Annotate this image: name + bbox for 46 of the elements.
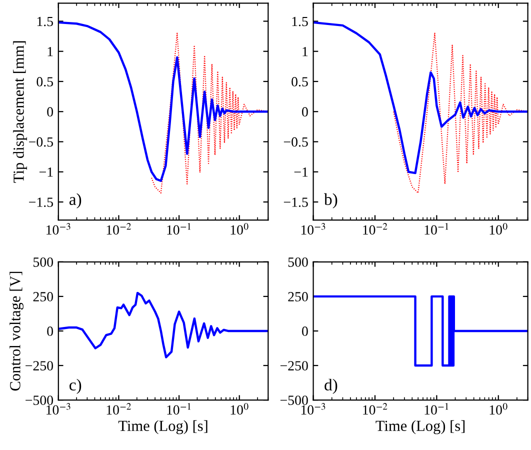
y-tick-label: 0 [302, 107, 308, 117]
x-tick-label: 10$^{0}$ [490, 223, 508, 235]
annotation: b) [324, 193, 338, 208]
y-tick-label: −500 [26, 396, 54, 406]
y-tick-label: 250 [288, 292, 308, 302]
y-tick-label: −0.5 [29, 137, 54, 147]
y-axis-title: Tip displacement [mm] [13, 41, 27, 183]
x-tick-label: 10$^{0}$ [490, 403, 508, 415]
y-tick-label: 0.5 [292, 77, 308, 86]
x-tick-label: 10$^{−1}$ [167, 223, 191, 235]
y-tick-label: −1.5 [29, 198, 54, 207]
y-tick-label: 500 [34, 257, 54, 267]
y-tick-label: 250 [33, 292, 54, 302]
x-tick-label: 10$^{−1}$ [167, 403, 191, 415]
y-tick-label: 0 [47, 107, 54, 117]
y-axis-title: Control voltage [V] [10, 272, 24, 391]
y-tick-label: 500 [288, 257, 308, 267]
x-tick-label: 10$^{−3}$ [301, 223, 326, 235]
x-tick-label: 10$^{0}$ [230, 403, 248, 415]
y-tick-label: −250 [280, 361, 308, 370]
x-axis-title: Time (Log) [s] [376, 420, 465, 434]
y-tick-label: 1 [302, 47, 308, 56]
y-tick-label: −1.5 [284, 198, 308, 207]
y-tick-label: −1 [39, 168, 53, 177]
y-tick-label: 1 [48, 47, 53, 56]
y-tick-label: 0 [302, 326, 308, 336]
annotation: c) [70, 378, 82, 394]
y-tick-label: 0 [47, 326, 54, 336]
y-tick-label: 1.5 [37, 16, 54, 26]
x-tick-label: 10$^{−1}$ [424, 403, 448, 415]
annotation: a) [69, 193, 82, 208]
y-tick-label: −500 [280, 396, 308, 406]
x-axis-title: Time (Log) [s] [118, 420, 208, 434]
x-tick-label: 10$^{−2}$ [363, 403, 388, 415]
x-tick-label: 10$^{−2}$ [363, 223, 388, 235]
y-tick-label: 0.5 [36, 77, 54, 86]
x-tick-label: 10$^{−3}$ [46, 223, 70, 235]
y-tick-label: −1 [294, 168, 308, 177]
x-tick-label: 10$^{0}$ [230, 223, 248, 235]
x-tick-label: 10$^{−1}$ [424, 223, 448, 235]
annotation: d) [324, 378, 338, 394]
y-tick-label: −0.5 [284, 137, 308, 147]
y-tick-label: 1.5 [292, 16, 308, 26]
x-tick-label: 10$^{−2}$ [106, 403, 131, 415]
y-tick-label: −250 [26, 361, 54, 370]
x-tick-label: 10$^{−2}$ [106, 223, 131, 235]
